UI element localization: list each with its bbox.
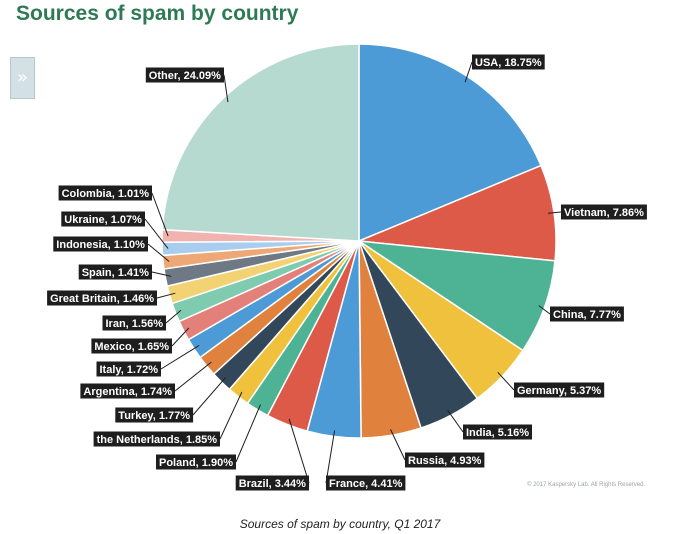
slice-label-indonesia: Indonesia, 1.10% [53, 236, 148, 252]
svg-text:Germany, 5.37%: Germany, 5.37% [517, 385, 601, 397]
svg-text:Vietnam, 7.86%: Vietnam, 7.86% [564, 207, 644, 219]
slice-label-china: China, 7.77% [550, 306, 624, 322]
svg-text:Spain, 1.41%: Spain, 1.41% [82, 267, 149, 279]
slice-label-russia: Russia, 4.93% [405, 452, 485, 468]
leader-line [192, 377, 226, 416]
slice-label-great-britain: Great Britain, 1.46% [47, 290, 157, 306]
slice-label-poland: Poland, 1.90% [156, 454, 236, 470]
slices-layer [161, 43, 557, 439]
leader-line [464, 61, 473, 83]
svg-text:Turkey, 1.77%: Turkey, 1.77% [118, 410, 190, 422]
slice-label-spain: Spain, 1.41% [78, 264, 152, 280]
leader-line [219, 391, 243, 440]
slice-label-turkey: Turkey, 1.77% [115, 407, 194, 423]
leader-line [235, 404, 261, 463]
svg-text:Iran, 1.56%: Iran, 1.56% [106, 318, 164, 330]
copyright-notice: © 2017 Kaspersky Lab. All Rights Reserve… [527, 482, 646, 488]
svg-text:Poland, 1.90%: Poland, 1.90% [159, 457, 233, 469]
leader-line [288, 418, 310, 484]
leader-line [223, 74, 229, 103]
pie-slice-usa [358, 43, 542, 243]
svg-text:China, 7.77%: China, 7.77% [553, 309, 621, 321]
svg-text:Russia, 4.93%: Russia, 4.93% [408, 455, 482, 467]
svg-text:India, 5.16%: India, 5.16% [466, 427, 529, 439]
leader-line [174, 361, 212, 392]
slice-label-vietnam: Vietnam, 7.86% [561, 204, 647, 220]
svg-text:Ukraine, 1.07%: Ukraine, 1.07% [64, 214, 142, 226]
leader-line [447, 409, 464, 433]
pie-slice-other [161, 43, 360, 242]
leader-line [171, 327, 190, 347]
leader-line [325, 430, 336, 484]
leader-line [156, 292, 176, 299]
leader-line [147, 243, 170, 262]
leader-line [151, 271, 172, 277]
svg-text:France, 4.41%: France, 4.41% [329, 478, 403, 490]
slice-label-usa: USA, 18.75% [472, 54, 545, 70]
expand-panel-button[interactable]: » [10, 57, 35, 99]
slice-label-the-netherlands: the Netherlands, 1.85% [93, 431, 220, 447]
slice-label-brazil: Brazil, 3.44% [235, 475, 309, 491]
pie-slice-china [358, 240, 556, 352]
slice-label-ukraine: Ukraine, 1.07% [61, 211, 145, 227]
leader-lines [144, 61, 562, 484]
svg-text:the Netherlands, 1.85%: the Netherlands, 1.85% [97, 434, 218, 446]
leader-line [160, 344, 200, 370]
page-title: Sources of spam by country [16, 2, 299, 25]
slice-label-italy: Italy, 1.72% [96, 361, 161, 377]
leader-line [151, 192, 169, 237]
slice-label-iran: Iran, 1.56% [102, 315, 166, 331]
slice-label-india: India, 5.16% [463, 424, 532, 440]
slice-label-argentina: Argentina, 1.74% [80, 383, 175, 399]
double-chevron-right-icon: » [16, 67, 28, 88]
leader-line [390, 429, 406, 461]
svg-text:Other, 24.09%: Other, 24.09% [149, 70, 221, 82]
svg-text:Mexico, 1.65%: Mexico, 1.65% [94, 341, 169, 353]
slice-label-colombia: Colombia, 1.01% [58, 185, 152, 201]
svg-text:USA, 18.75%: USA, 18.75% [475, 57, 542, 69]
slice-label-other: Other, 24.09% [145, 67, 224, 83]
leader-line [538, 305, 551, 315]
leader-line [165, 309, 182, 324]
slice-label-mexico: Mexico, 1.65% [91, 338, 172, 354]
leader-line [144, 218, 169, 249]
chart-caption: Sources of spam by country, Q1 2017 [239, 517, 441, 531]
svg-text:Colombia, 1.01%: Colombia, 1.01% [62, 188, 150, 200]
leader-line [547, 211, 562, 214]
slice-label-germany: Germany, 5.37% [514, 382, 605, 398]
slice-labels: USA, 18.75% Vietnam, 7.86% China, 7.77% Ger… [47, 54, 647, 491]
svg-text:Argentina, 1.74%: Argentina, 1.74% [83, 386, 172, 398]
slice-label-france: France, 4.41% [326, 475, 406, 491]
svg-text:Italy, 1.72%: Italy, 1.72% [100, 364, 159, 376]
svg-text:Brazil, 3.44%: Brazil, 3.44% [239, 478, 306, 490]
leader-line [497, 371, 515, 391]
svg-text:Indonesia, 1.10%: Indonesia, 1.10% [56, 239, 145, 251]
svg-text:Great Britain, 1.46%: Great Britain, 1.46% [50, 293, 154, 305]
